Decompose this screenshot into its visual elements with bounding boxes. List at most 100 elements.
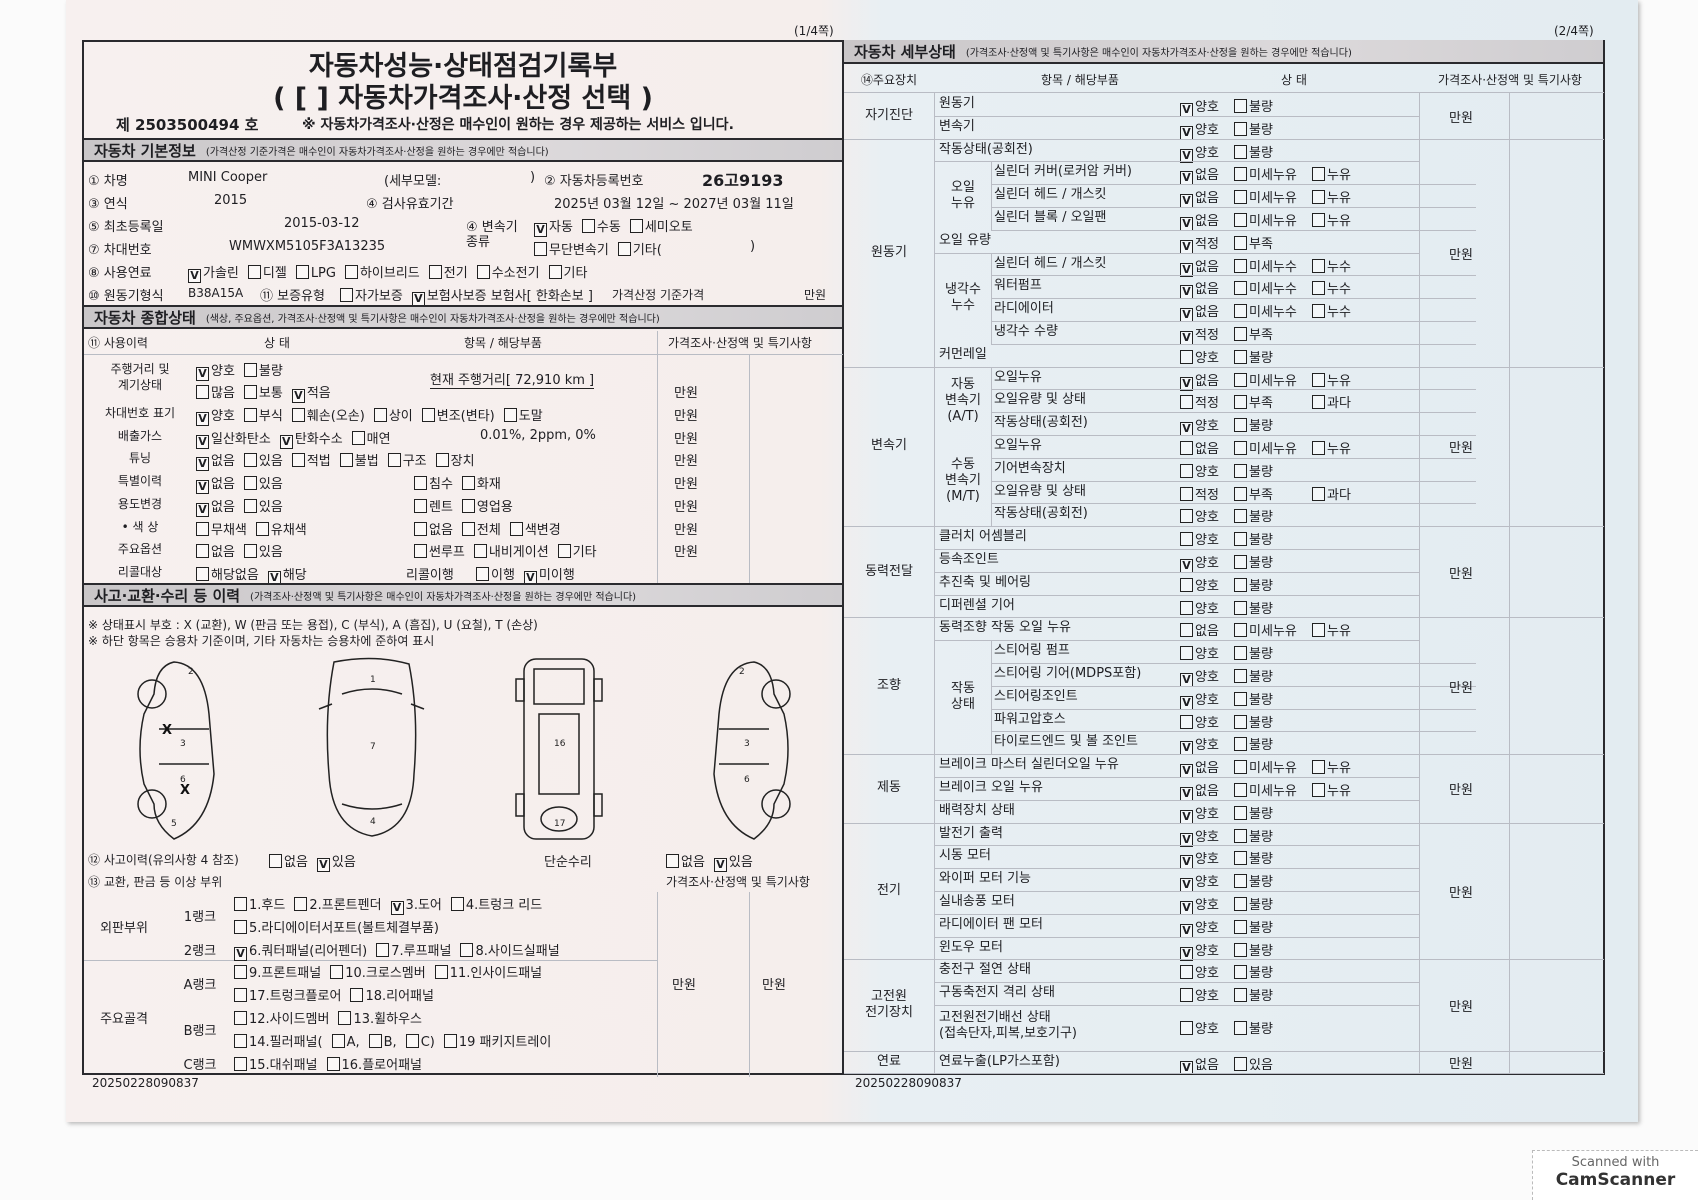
checkbox-option[interactable]: V 없음	[1180, 187, 1219, 209]
checkbox-option[interactable]: V 양호	[1180, 871, 1219, 893]
checkbox-option[interactable]: 기타	[557, 544, 597, 560]
checkbox[interactable]	[340, 288, 353, 302]
checkbox[interactable]	[1312, 213, 1325, 227]
checkbox[interactable]	[234, 1011, 247, 1025]
checkbox[interactable]: V	[196, 434, 209, 449]
checkbox[interactable]: V	[316, 858, 330, 872]
checkbox-option[interactable]: 수동	[581, 219, 621, 235]
checkbox-option[interactable]: V 양호	[1180, 552, 1219, 573]
checkbox-option[interactable]: 불량	[1234, 347, 1273, 366]
checkbox-option[interactable]: 누유	[1312, 780, 1351, 799]
checkbox[interactable]	[291, 408, 305, 422]
checkbox[interactable]	[1234, 828, 1247, 843]
checkbox-option[interactable]: 불량	[1234, 119, 1273, 138]
checkbox-option[interactable]: V 양호	[1180, 96, 1219, 117]
checkbox-option[interactable]: V 적정	[1180, 233, 1219, 254]
checkbox[interactable]	[1234, 851, 1247, 866]
checkbox[interactable]	[1180, 646, 1193, 661]
checkbox-option[interactable]: 기타(	[617, 242, 662, 258]
checkbox[interactable]	[534, 242, 547, 256]
checkbox[interactable]	[1234, 213, 1247, 227]
checkbox-option[interactable]: 17.트렁크플로어	[234, 988, 341, 1004]
checkbox[interactable]	[1234, 737, 1247, 752]
checkbox[interactable]	[350, 988, 364, 1003]
checkbox[interactable]	[1234, 623, 1247, 638]
checkbox[interactable]: V	[1180, 125, 1193, 140]
checkbox[interactable]	[1234, 783, 1247, 797]
checkbox-option[interactable]: 18.리어패널	[350, 988, 434, 1004]
checkbox-option[interactable]: V 양호	[1180, 119, 1219, 140]
checkbox-option[interactable]: 장치	[435, 453, 475, 469]
checkbox[interactable]	[368, 1033, 382, 1048]
checkbox[interactable]	[243, 363, 257, 377]
checkbox[interactable]	[1180, 1021, 1193, 1035]
checkbox[interactable]	[1234, 555, 1247, 569]
checkbox-option[interactable]: 부족	[1234, 324, 1273, 343]
checkbox[interactable]: V	[1180, 103, 1193, 117]
checkbox-option[interactable]: V 일산화탄소	[196, 432, 271, 449]
checkbox-option[interactable]: 13.휠하우스	[338, 1011, 422, 1027]
checkbox[interactable]	[421, 408, 435, 422]
checkbox[interactable]	[1180, 349, 1193, 364]
checkbox[interactable]	[1234, 1021, 1247, 1035]
checkbox[interactable]: V	[291, 389, 305, 403]
checkbox[interactable]	[1234, 463, 1247, 478]
checkbox[interactable]	[460, 942, 474, 957]
checkbox-option[interactable]: 미세누유	[1234, 757, 1297, 776]
checkbox[interactable]	[476, 566, 489, 581]
checkbox-option[interactable]: 양호	[1180, 506, 1219, 525]
checkbox-option[interactable]: 미세누유	[1234, 438, 1297, 457]
checkbox[interactable]: V	[196, 457, 209, 472]
checkbox[interactable]	[196, 521, 209, 536]
checkbox[interactable]	[1312, 486, 1325, 501]
checkbox-option[interactable]: 누수	[1312, 256, 1351, 275]
checkbox[interactable]	[1312, 760, 1325, 775]
checkbox[interactable]	[1234, 349, 1247, 364]
checkbox-option[interactable]: 있음	[243, 476, 283, 492]
checkbox-option[interactable]: 불량	[1234, 666, 1273, 685]
checkbox[interactable]	[1234, 805, 1247, 820]
checkbox-option[interactable]: 양호	[1180, 461, 1219, 480]
checkbox[interactable]: V	[534, 223, 547, 237]
checkbox[interactable]	[1234, 577, 1247, 592]
checkbox-option[interactable]: 없음	[666, 854, 705, 870]
checkbox[interactable]	[414, 544, 427, 559]
checkbox[interactable]	[1234, 167, 1247, 182]
checkbox-option[interactable]: 내비게이션	[473, 544, 549, 560]
checkbox-option[interactable]: 상이	[373, 408, 413, 424]
checkbox-option[interactable]: 누유	[1312, 164, 1351, 183]
checkbox-option[interactable]: 양호	[1180, 598, 1219, 617]
checkbox-option[interactable]: 16.플로어패널	[326, 1056, 422, 1073]
checkbox-option[interactable]: 렌트	[414, 498, 453, 515]
checkbox[interactable]	[443, 1033, 457, 1048]
checkbox[interactable]	[405, 1033, 419, 1048]
checkbox-option[interactable]: 부족	[1234, 233, 1273, 252]
checkbox-option[interactable]: 15.대쉬패널	[234, 1056, 318, 1073]
checkbox-option[interactable]: V 있음	[316, 855, 356, 872]
checkbox-option[interactable]: 불량	[1234, 962, 1273, 981]
checkbox-option[interactable]: 불량	[1234, 461, 1273, 480]
checkbox[interactable]	[269, 854, 282, 868]
checkbox-option[interactable]: V 없음	[196, 477, 235, 495]
checkbox[interactable]	[351, 430, 365, 445]
checkbox[interactable]	[1234, 99, 1247, 113]
checkbox[interactable]	[473, 544, 487, 559]
checkbox-option[interactable]: V 양호	[1180, 940, 1219, 961]
checkbox[interactable]	[1234, 281, 1247, 296]
checkbox[interactable]	[557, 544, 571, 559]
checkbox[interactable]	[1180, 509, 1193, 524]
checkbox[interactable]	[243, 453, 257, 468]
checkbox[interactable]: V	[196, 367, 209, 381]
checkbox-option[interactable]: 양호	[1180, 529, 1219, 548]
checkbox-option[interactable]: V 해당	[267, 568, 307, 585]
checkbox[interactable]	[1234, 965, 1247, 980]
checkbox-option[interactable]: 매연	[351, 430, 391, 447]
checkbox-option[interactable]: 해당없음	[196, 566, 259, 583]
checkbox-option[interactable]: 없음	[1180, 438, 1219, 457]
checkbox[interactable]	[1312, 395, 1325, 410]
checkbox-option[interactable]: 누수	[1312, 278, 1351, 297]
checkbox-option[interactable]: 불량	[1234, 1018, 1273, 1037]
checkbox[interactable]	[243, 408, 257, 422]
checkbox-option[interactable]: 불량	[1234, 552, 1273, 571]
checkbox-option[interactable]: 없음	[269, 854, 308, 870]
